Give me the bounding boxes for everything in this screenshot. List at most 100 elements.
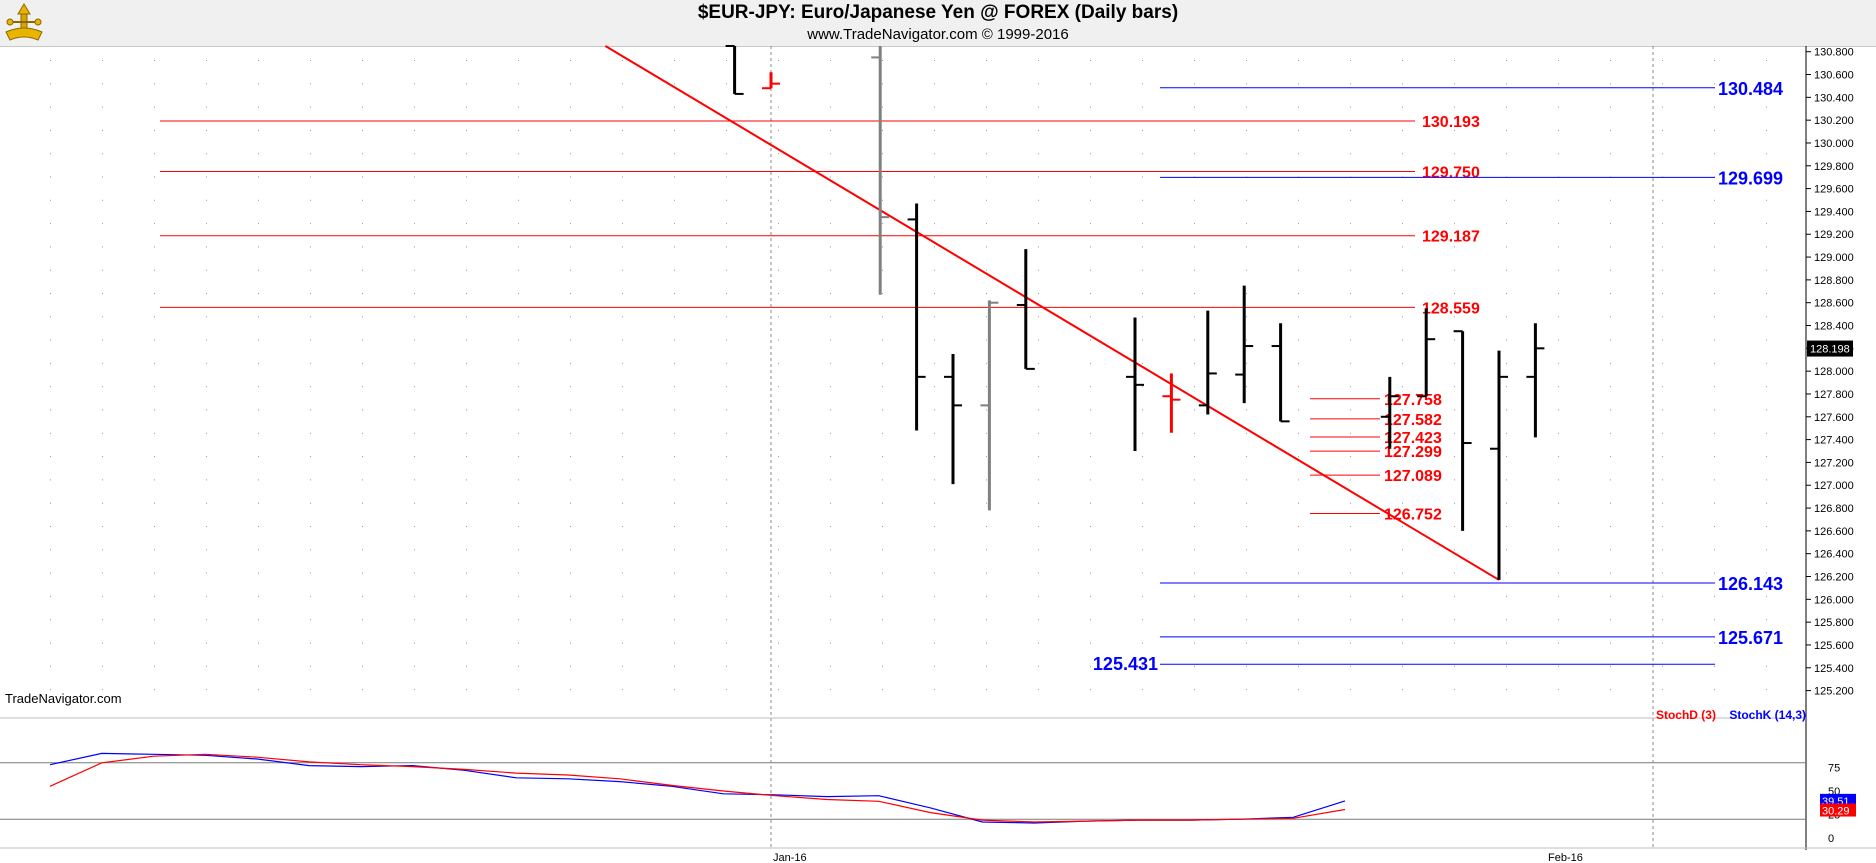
grid-dot [206,432,207,434]
grid-dot [414,246,415,248]
grid-dot [466,665,467,667]
grid-dot [778,409,779,411]
grid-dot [1766,502,1767,504]
grid-dot [570,316,571,318]
indicator-legend: StochD (3) StochK (14,3) [1656,708,1806,722]
grid-dot [414,362,415,364]
grid-dot [1454,223,1455,225]
grid-dot [1610,316,1611,318]
grid-dot [1714,83,1715,85]
grid-dot [1558,409,1559,411]
grid-dot [466,106,467,108]
grid-dot [1142,432,1143,434]
grid-dot [102,689,103,691]
retracement-label: 126.752 [1384,507,1442,524]
grid-dot [1558,316,1559,318]
grid-dot [986,129,987,131]
grid-dot [1610,572,1611,574]
grid-dot [934,362,935,364]
grid-dot [570,479,571,481]
grid-dot [1298,269,1299,271]
grid-dot [414,572,415,574]
grid-dot [466,595,467,597]
grid-dot [778,362,779,364]
grid-dot [206,665,207,667]
retracement-label: 127.582 [1384,412,1442,429]
grid-dot [778,199,779,201]
grid-dot [362,619,363,621]
grid-dot [986,549,987,551]
grid-dot [414,223,415,225]
grid-dot [1454,572,1455,574]
grid-dot [674,526,675,527]
grid-dot [570,246,571,248]
grid-dot [622,549,623,551]
grid-dot [102,665,103,667]
grid-dot [1246,409,1247,411]
grid-dot [1194,339,1195,341]
grid-dot [466,60,467,61]
grid-dot [1090,176,1091,178]
grid-dot [518,246,519,248]
grid-dot [1090,153,1091,155]
grid-dot [570,199,571,201]
grid-dot [466,362,467,364]
grid-dot [570,689,571,691]
dot-grid [50,46,1767,847]
grid-dot [1246,199,1247,201]
chart-title: $EUR-JPY: Euro/Japanese Yen @ FOREX (Dai… [697,2,1179,23]
grid-dot [1194,432,1195,434]
grid-dot [726,106,727,108]
grid-dot [1506,549,1507,551]
grid-dot [1298,549,1299,551]
grid-dot [466,176,467,178]
grid-dot [1246,456,1247,458]
grid-dot [1038,456,1039,458]
grid-dot [1506,409,1507,411]
grid-dot [414,689,415,691]
grid-dot [830,223,831,225]
grid-dot [882,502,883,504]
grid-dot [830,409,831,411]
grid-dot [206,456,207,458]
grid-dot [310,526,311,527]
grid-dot [1402,339,1403,341]
grid-dot [310,572,311,574]
blue-level-label: 129.699 [1718,168,1783,188]
grid-dot [1194,83,1195,85]
grid-dot [830,153,831,155]
grid-dot [1090,502,1091,504]
grid-dot [778,153,779,155]
last-price-tag: 128.198 [1807,340,1853,357]
price-bars [725,45,1545,580]
grid-dot [1090,619,1091,621]
grid-dot [362,129,363,131]
grid-dot [1194,223,1195,225]
grid-dot [1298,362,1299,364]
grid-dot [778,246,779,248]
grid-dot [1350,549,1351,551]
grid-dot [1246,362,1247,364]
grid-dot [570,339,571,341]
grid-dot [1714,153,1715,155]
grid-dot [1038,60,1039,61]
grid-dot [206,269,207,271]
grid-dot [362,293,363,294]
grid-dot [934,293,935,294]
grid-dot [1142,106,1143,108]
grid-dot [466,502,467,504]
grid-dot [310,689,311,691]
grid-dot [1558,386,1559,388]
grid-dot [1142,83,1143,85]
grid-dot [50,665,51,667]
grid-dot [102,619,103,621]
grid-dot [570,595,571,597]
grid-dot [674,549,675,551]
grid-dot [1142,386,1143,388]
grid-dot [1610,665,1611,667]
grid-dot [102,409,103,411]
grid-dot [1298,223,1299,225]
grid-dot [1558,665,1559,667]
grid-dot [1038,689,1039,691]
grid-dot [206,619,207,621]
